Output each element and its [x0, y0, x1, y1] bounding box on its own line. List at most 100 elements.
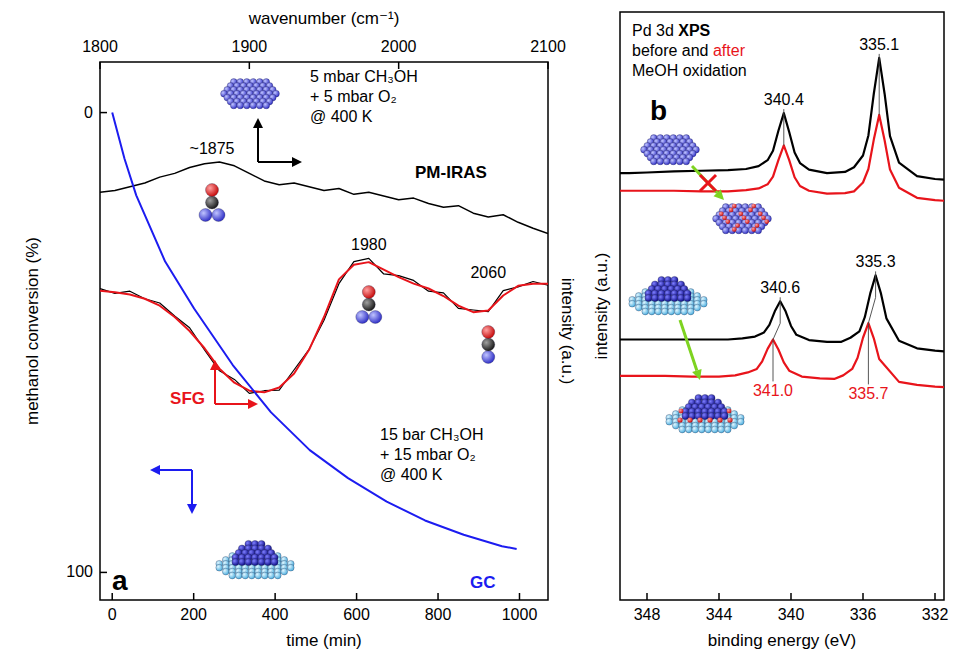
- atom: [645, 294, 652, 301]
- title-word: MeOH: [632, 62, 683, 79]
- support: [629, 289, 707, 315]
- atom: [212, 209, 225, 222]
- series-label: SFG: [170, 389, 205, 408]
- series-label: GC: [470, 573, 496, 592]
- x2-tick: [249, 62, 251, 69]
- atom: [642, 308, 649, 315]
- atom: [235, 572, 242, 579]
- x-tick-label: 800: [425, 606, 452, 623]
- oxygen-atom: [732, 227, 737, 232]
- atom: [222, 568, 229, 575]
- panel-label: b: [650, 95, 667, 126]
- atom: [250, 102, 257, 109]
- series-line: [112, 113, 516, 549]
- atom: [737, 418, 744, 425]
- co-molecule-icon: [199, 184, 225, 222]
- atom: [657, 158, 664, 165]
- peak-leader-line: [868, 271, 875, 384]
- title-word: after: [713, 42, 746, 59]
- x-axis-title: time (min): [286, 631, 362, 650]
- peak-label: 340.4: [764, 91, 804, 108]
- x-tick-label: 400: [262, 606, 289, 623]
- atom: [243, 102, 250, 109]
- support: [216, 553, 294, 579]
- y-tick: [100, 112, 107, 114]
- co-molecule-icon: [356, 286, 382, 324]
- atom: [670, 158, 677, 165]
- x-tick-label: 340: [778, 606, 805, 623]
- x-tick-label: 1000: [502, 606, 538, 623]
- arrow-shaft: [257, 128, 259, 162]
- atom: [666, 418, 673, 425]
- atom: [629, 300, 636, 307]
- peak-label: ~1875: [190, 140, 235, 157]
- x-tick: [790, 593, 792, 600]
- series-label: PM-IRAS: [415, 163, 487, 182]
- peak-label: 340.6: [760, 279, 800, 296]
- arrow-shaft: [258, 161, 292, 163]
- arrow-shaft: [692, 166, 717, 193]
- y-tick: [100, 572, 107, 574]
- x2-axis-title: wavenumber (cm⁻¹): [248, 9, 400, 28]
- plot-area-a: [100, 113, 548, 549]
- oxygen-atom: [722, 215, 727, 220]
- atom: [687, 308, 694, 315]
- arrow-shaft: [191, 470, 193, 504]
- atom: [261, 572, 268, 579]
- atom: [268, 572, 275, 579]
- x-tick: [437, 593, 439, 600]
- atom: [635, 304, 642, 311]
- atom: [482, 338, 495, 351]
- pd-surface: [713, 204, 772, 234]
- atom: [672, 422, 679, 429]
- atom: [648, 308, 655, 315]
- panel-a: 0200400600800100018001900200021000100tim…: [23, 9, 577, 650]
- atom: [251, 558, 258, 565]
- arrow-shaft: [214, 370, 216, 404]
- atom: [356, 311, 369, 324]
- title-word: Pd: [632, 22, 656, 39]
- condition-text: 15 bar CH₃OH: [380, 426, 483, 443]
- atom: [271, 558, 278, 565]
- atom: [655, 308, 662, 315]
- x-tick: [862, 593, 864, 600]
- atom: [677, 294, 684, 301]
- atom: [742, 227, 749, 234]
- y-axis-title: methanol conversion (%): [23, 237, 42, 425]
- atom: [718, 426, 725, 433]
- plot-frame: [100, 62, 548, 600]
- y-axis-title: intensity (a.u.): [592, 253, 611, 360]
- oxygen-atom: [761, 215, 766, 220]
- peak-label: 335.1: [859, 36, 899, 53]
- pd-surface: [641, 135, 700, 165]
- title-word: oxidation: [683, 62, 747, 79]
- title-line: MeOH oxidation: [632, 62, 747, 79]
- figure: 0200400600800100018001900200021000100tim…: [0, 0, 970, 662]
- arrow: [253, 118, 263, 162]
- atom: [668, 308, 675, 315]
- oxygen-atom: [717, 417, 722, 422]
- x-tick-label: 336: [850, 606, 877, 623]
- arrow: [210, 360, 220, 404]
- x-tick: [193, 593, 195, 600]
- plot-frame: [620, 12, 944, 600]
- y-tick-label: 0: [84, 104, 93, 121]
- pd-crystal-icon: [221, 79, 280, 109]
- atom: [229, 572, 236, 579]
- oxygen-atom: [742, 215, 747, 220]
- atom: [685, 426, 692, 433]
- x-tick-label: 600: [343, 606, 370, 623]
- atom: [683, 158, 690, 165]
- atom: [281, 568, 288, 575]
- oxygen-atom: [727, 417, 732, 422]
- atom: [651, 294, 658, 301]
- oxygen-atom: [719, 212, 724, 217]
- x-tick: [274, 593, 276, 600]
- title-word: before: [632, 42, 682, 59]
- xps-curve: [620, 58, 944, 180]
- red-cross: [700, 175, 716, 191]
- x-axis-title: binding energy (eV): [708, 631, 856, 650]
- atom: [681, 308, 688, 315]
- oxygen-atom: [697, 417, 702, 422]
- arrow-head: [292, 157, 302, 167]
